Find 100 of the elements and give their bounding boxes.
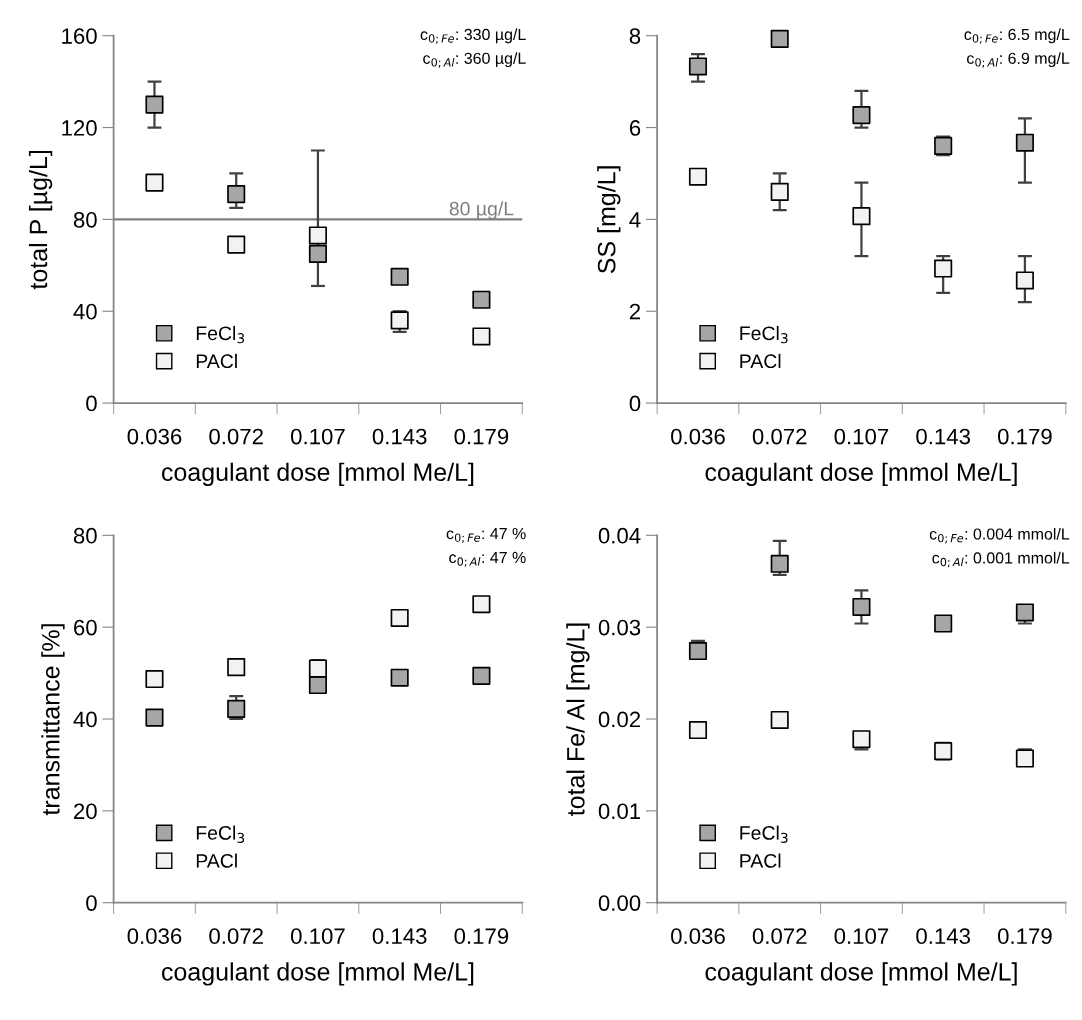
- point: [852, 597, 871, 617]
- point: [145, 173, 164, 192]
- y-tick-label: 0: [629, 395, 641, 412]
- point: [472, 666, 491, 685]
- point: [145, 670, 164, 689]
- x-tick-label: 0.143: [372, 928, 427, 945]
- point: [852, 730, 871, 749]
- x-tick-label: 0.072: [209, 928, 263, 945]
- x-tick-label: 0.072: [209, 428, 263, 445]
- ref-line-label: 80 µg/L: [449, 201, 514, 220]
- x-tick-label: 0.107: [834, 428, 889, 445]
- y-tick-label: 8: [629, 28, 641, 44]
- point: [308, 244, 327, 263]
- x-tick-label: 0.036: [671, 428, 725, 445]
- x-tick-label: 0.107: [291, 428, 345, 445]
- legend-label: PACl: [196, 353, 237, 369]
- point: [1015, 749, 1034, 768]
- annotation: c$_{0;Al}$: 6.9 mg/L: [967, 52, 1070, 68]
- point: [770, 710, 789, 729]
- x-tick-label: 0.036: [671, 928, 725, 945]
- x-axis-title: coagulant dose [mmol Me/L]: [161, 962, 474, 986]
- point: [390, 267, 409, 286]
- y-tick-label: 60: [74, 619, 97, 636]
- annotation: c$_{0;Al}$: 360 µg/L: [423, 52, 526, 68]
- point: [472, 327, 491, 346]
- legend-label: PACl: [196, 853, 237, 868]
- y-axis-title: SS [mg/L]: [597, 166, 621, 274]
- annotation: c$_{0;Fe}$: 47 %: [446, 527, 526, 543]
- y-tick-label: 2: [629, 303, 641, 320]
- legend-label: FeCl$_{3}$: [196, 325, 245, 344]
- annotation: c$_{0;Al}$: 47 %: [449, 551, 526, 567]
- y-axis-title: total Fe/ Al [mg/L]: [566, 623, 590, 816]
- y-tick-label: 80: [73, 527, 97, 544]
- x-tick-label: 0.036: [127, 928, 182, 945]
- y-tick-label: 0: [86, 395, 97, 412]
- y-tick-label: 20: [74, 803, 97, 820]
- point: [688, 641, 708, 661]
- x-tick-label: 0.072: [752, 428, 807, 445]
- point: [934, 259, 953, 278]
- x-tick-label: 0.143: [372, 428, 427, 445]
- point: [770, 182, 789, 201]
- y-tick-label: 120: [62, 120, 97, 136]
- x-tick-label: 0.179: [997, 928, 1052, 945]
- point: [1015, 603, 1034, 622]
- point: [227, 235, 246, 254]
- point: [1015, 271, 1034, 290]
- x-tick-label: 0.036: [127, 428, 182, 445]
- point: [145, 95, 164, 114]
- y-axis-title: total P [µg/L]: [28, 150, 53, 290]
- x-axis-title: coagulant dose [mmol Me/L]: [705, 962, 1017, 986]
- y-tick-label: 40: [73, 711, 97, 728]
- point: [688, 720, 708, 740]
- point: [688, 167, 708, 186]
- y-axis-title: transmittance [%]: [41, 624, 65, 816]
- y-tick-label: 4: [629, 212, 641, 228]
- point: [688, 57, 708, 76]
- y-tick-label: 0.02: [598, 711, 641, 728]
- x-tick-label: 0.107: [291, 928, 345, 945]
- y-tick-label: 0.00: [598, 895, 641, 911]
- x-tick-label: 0.179: [454, 428, 509, 445]
- x-tick-label: 0.143: [916, 928, 971, 945]
- y-tick-label: 0: [86, 895, 97, 911]
- point: [770, 29, 789, 48]
- legend-label: FeCl$_{3}$: [740, 325, 788, 344]
- y-tick-label: 6: [629, 120, 641, 136]
- point: [852, 106, 871, 125]
- x-tick-label: 0.072: [752, 928, 807, 945]
- annotation: c$_{0;Al}$: 0.001 mmol/L: [932, 551, 1070, 568]
- annotation: c$_{0;Fe}$: 6.5 mg/L: [964, 28, 1070, 44]
- point: [770, 554, 789, 573]
- x-tick-label: 0.143: [916, 428, 971, 445]
- point: [1015, 133, 1034, 152]
- point: [390, 608, 409, 628]
- annotation: c$_{0;Fe}$: 0.004 mmol/L: [929, 527, 1070, 544]
- x-tick-label: 0.179: [454, 928, 509, 945]
- x-tick-label: 0.107: [834, 928, 889, 945]
- y-tick-label: 0.03: [598, 619, 641, 636]
- annotation: c$_{0;Fe}$: 330 µg/L: [420, 28, 526, 44]
- x-axis-title: coagulant dose [mmol Me/L]: [161, 462, 474, 486]
- point: [390, 668, 409, 687]
- legend-label: PACl: [740, 853, 781, 868]
- point: [227, 185, 246, 204]
- y-tick-label: 0.01: [598, 803, 641, 820]
- point: [227, 699, 246, 718]
- point: [308, 659, 327, 678]
- legend-label: FeCl$_{3}$: [196, 825, 245, 843]
- point: [472, 595, 491, 614]
- legend-label: FeCl$_{3}$: [740, 825, 788, 843]
- y-tick-label: 0.04: [598, 527, 641, 544]
- point: [472, 290, 491, 309]
- y-tick-label: 40: [73, 303, 97, 320]
- y-tick-label: 160: [62, 28, 97, 44]
- point: [145, 708, 164, 727]
- point: [227, 658, 246, 677]
- point: [934, 614, 953, 633]
- legend-label: PACl: [740, 353, 781, 369]
- point: [308, 226, 327, 245]
- x-tick-label: 0.179: [997, 428, 1052, 445]
- point: [852, 207, 871, 226]
- x-axis-title: coagulant dose [mmol Me/L]: [705, 462, 1017, 486]
